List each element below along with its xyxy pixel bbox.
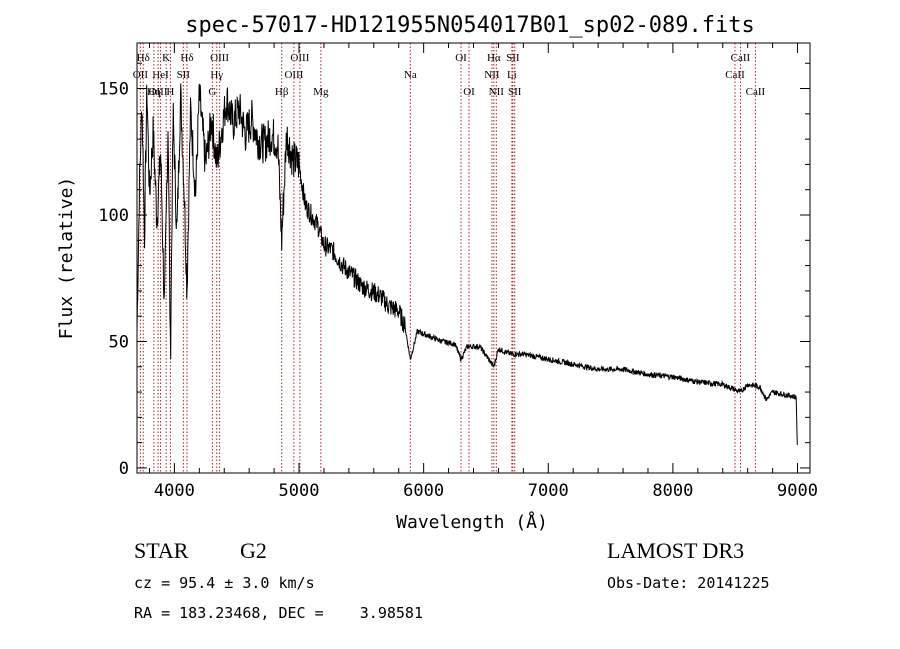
ra-dec-coordinates: RA = 183.23468, DEC = 3.98581 (134, 604, 423, 622)
x-tick-label: 5000 (279, 481, 320, 501)
axis-ticks: 4000 5000 6000 7000 8000 9000 0 50 100 150 (98, 43, 818, 501)
line-marker-label: OI (455, 52, 467, 64)
line-marker-label: G (208, 86, 216, 98)
object-subclass: G2 (240, 538, 267, 563)
y-tick-label: 150 (98, 80, 129, 100)
object-type: STAR (134, 538, 189, 563)
line-marker-label: OIII (210, 52, 229, 64)
spectrum-series (136, 83, 798, 446)
line-marker-label: Na (404, 69, 417, 81)
line-marker-label: SII (506, 52, 520, 64)
line-marker-label: Hα (487, 52, 501, 64)
line-marker-label: Li (507, 69, 517, 81)
line-marker-label: NII (489, 86, 505, 98)
line-marker-label: CaII (731, 52, 751, 64)
y-tick-label: 100 (98, 206, 129, 226)
line-marker-label: SII (508, 86, 522, 98)
x-tick-label: 4000 (154, 481, 195, 501)
line-marker-label: K (162, 52, 170, 64)
line-marker-label: OII (133, 69, 149, 81)
observation-date: Obs-Date: 20141225 (607, 574, 770, 592)
line-marker-label: H (166, 86, 174, 98)
line-marker-label: HeI (152, 69, 169, 81)
x-axis-label: Wavelength (Å) (396, 511, 548, 533)
line-marker-label: Hδ (137, 52, 150, 64)
line-marker-label: CaII (725, 69, 745, 81)
redshift-cz: cz = 95.4 ± 3.0 km/s (134, 574, 315, 592)
x-tick-label: 9000 (777, 481, 818, 501)
y-axis-label: Flux (relative) (56, 177, 77, 340)
survey-name: LAMOST DR3 (607, 538, 745, 563)
line-marker-label: SII (177, 69, 191, 81)
line-marker-label: Hδ (180, 52, 193, 64)
line-marker-label: Hη (147, 86, 161, 98)
line-marker-label: Hγ (210, 69, 223, 81)
line-marker-label: CaII (746, 86, 766, 98)
line-marker-label: OI (463, 86, 475, 98)
spectrum-chart: spec-57017-HD121955N054017B01_sp02-089.f… (56, 13, 818, 533)
x-tick-label: 7000 (528, 481, 569, 501)
line-marker-label: OIII (290, 52, 309, 64)
line-marker-label: Hβ (275, 86, 289, 98)
chart-title: spec-57017-HD121955N054017B01_sp02-089.f… (185, 13, 755, 38)
line-marker-label: OIII (284, 69, 303, 81)
x-tick-label: 8000 (652, 481, 693, 501)
line-markers: Hδ K Hδ OIII OIII OI Hα SII CaII OII HeI SII Hγ OIII N… (133, 43, 766, 473)
line-marker-label: NII (484, 69, 500, 81)
y-tick-label: 50 (109, 332, 129, 352)
x-tick-label: 6000 (403, 481, 444, 501)
spectrum-line (136, 83, 798, 446)
line-marker-label: Mg (313, 86, 329, 98)
y-tick-label: 0 (119, 459, 129, 479)
